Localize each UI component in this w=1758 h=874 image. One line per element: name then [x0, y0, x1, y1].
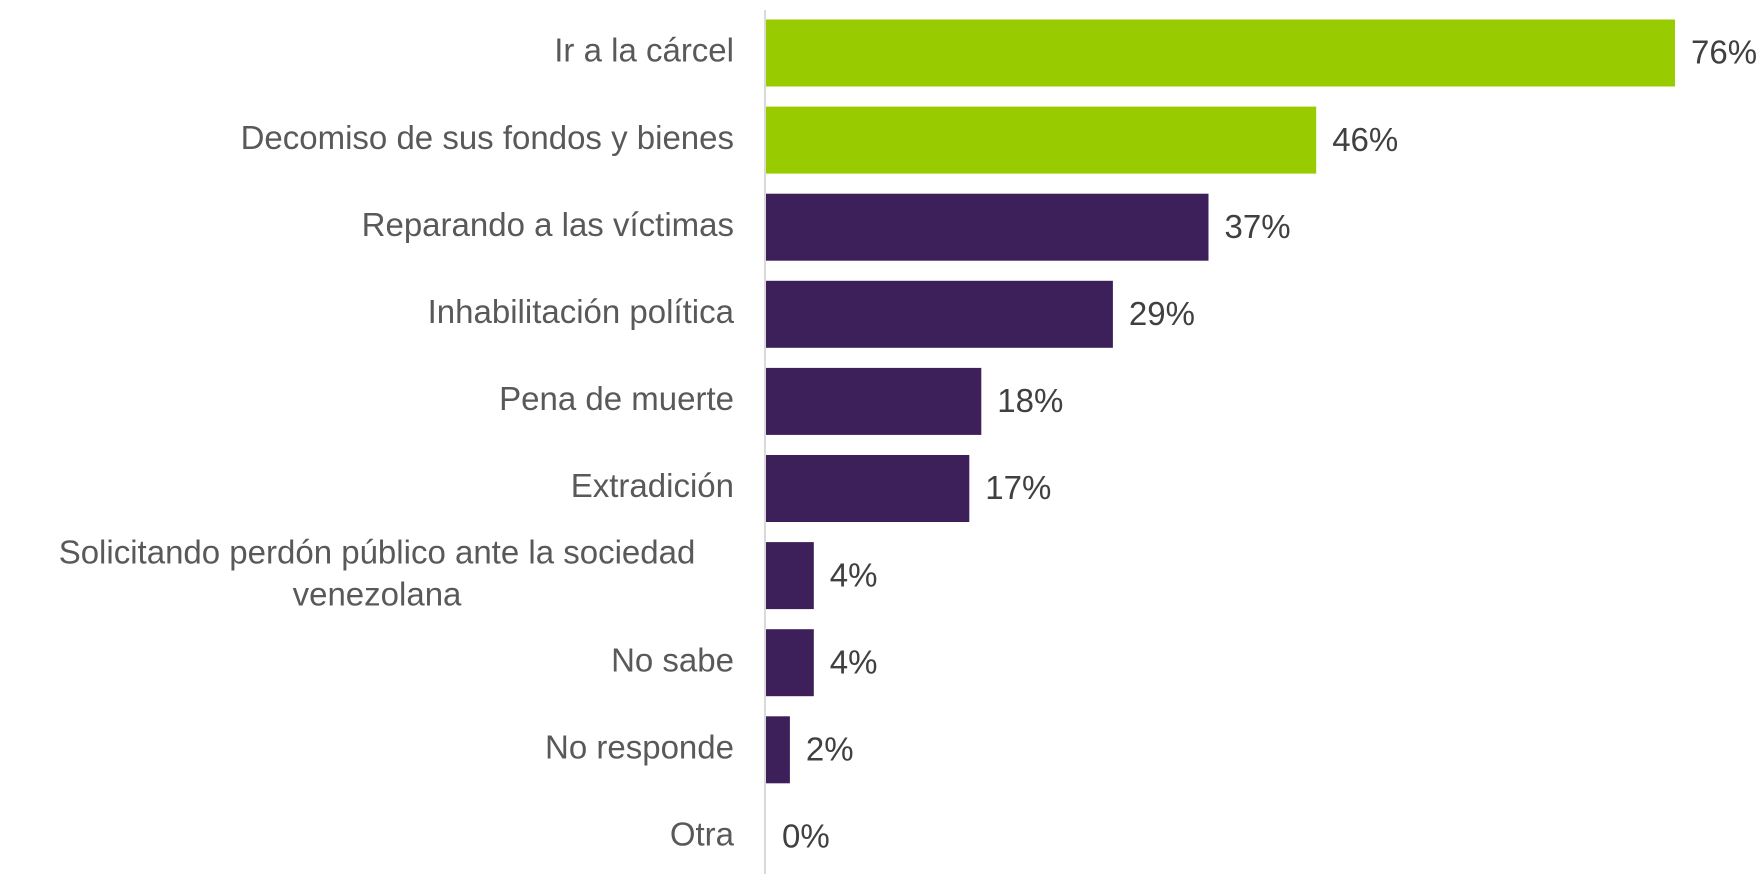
category-label: No sabe	[611, 641, 734, 678]
value-labels-group: 76% 46% 37% 29% 18% 17% 4% 4% 2% 0%	[782, 34, 1757, 855]
bar	[766, 716, 790, 784]
bar	[766, 19, 1675, 87]
value-label: 29%	[1129, 295, 1195, 332]
bars-group	[766, 19, 1675, 784]
value-label: 17%	[985, 469, 1051, 506]
category-label: Solicitando perdón público ante la socie…	[59, 533, 696, 612]
bar	[766, 193, 1209, 261]
value-label: 37%	[1225, 208, 1291, 245]
category-label: Inhabilitación política	[428, 293, 735, 330]
value-label: 18%	[997, 382, 1063, 419]
value-label: 2%	[806, 731, 854, 768]
value-label: 46%	[1332, 121, 1398, 158]
category-label: Extradición	[571, 467, 734, 504]
category-label: No responde	[545, 729, 734, 766]
bar	[766, 367, 982, 435]
bar	[766, 629, 814, 697]
category-labels-group: Ir a la cárcel Decomiso de sus fondos y b…	[59, 32, 735, 853]
bar	[766, 455, 970, 522]
bar	[766, 280, 1113, 348]
value-label: 0%	[782, 818, 830, 855]
category-label: Decomiso de sus fondos y bienes	[241, 119, 734, 156]
value-label: 76%	[1691, 34, 1757, 71]
category-label: Otra	[670, 816, 735, 853]
category-label: Reparando a las víctimas	[362, 206, 734, 243]
value-label: 4%	[830, 556, 878, 593]
bar	[766, 542, 814, 610]
value-label: 4%	[830, 643, 878, 680]
category-label: Pena de muerte	[499, 380, 734, 417]
category-label: Ir a la cárcel	[554, 32, 734, 69]
bar	[766, 106, 1317, 174]
